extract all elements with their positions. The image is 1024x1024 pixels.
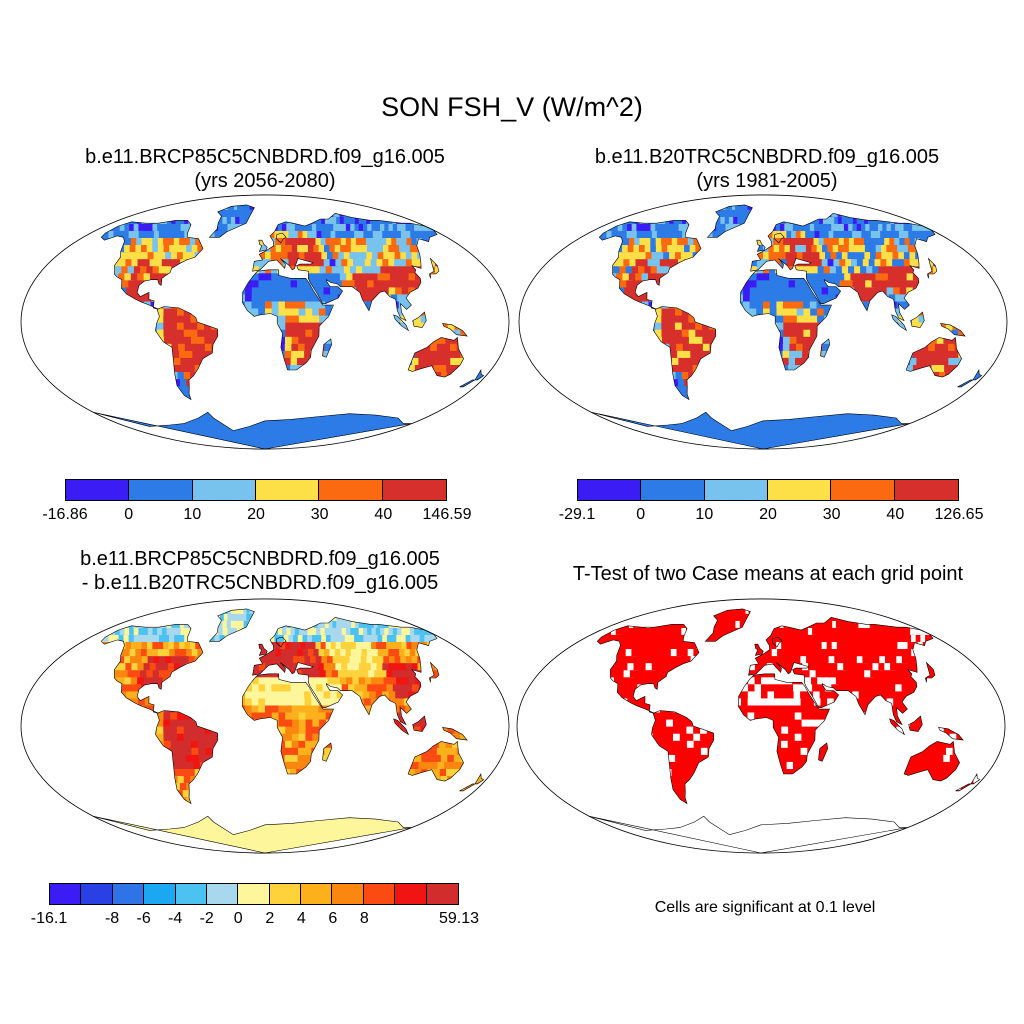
panel3-title-line2: - b.e11.B20TRC5CNBDRD.f09_g16.005 — [81, 572, 439, 594]
coastlines — [93, 204, 485, 450]
colorbar-tick-label: 2 — [265, 910, 275, 927]
colorbar-swatch — [269, 884, 301, 904]
panel2-title-line1: b.e11.B20TRC5CNBDRD.f09_g16.005 — [594, 146, 940, 168]
figure-title: SON FSH_V (W/m^2) — [381, 92, 643, 122]
colorbar-tick-label: 59.13 — [438, 910, 480, 927]
colorbar-tick-label: -8 — [104, 910, 120, 927]
colorbar-tick-label: -16.1 — [30, 910, 68, 927]
colorbar-tick-label: 6 — [328, 910, 338, 927]
map-future — [20, 194, 510, 450]
colorbar-swatch — [81, 884, 113, 904]
colorbar-swatch — [192, 480, 256, 500]
colorbar-tick-label: 4 — [296, 910, 306, 927]
panel1-title: b.e11.BRCP85C5CNBDRD.f09_g16.005 (yrs 20… — [20, 145, 510, 193]
map-border — [20, 598, 510, 854]
panel4-title: T-Test of two Case means at each grid po… — [572, 563, 964, 585]
colorbar-tick-label: -4 — [168, 910, 183, 927]
colorbar-tick-label: 8 — [359, 910, 369, 927]
colorbar-swatch — [894, 480, 958, 500]
map-ttest — [516, 598, 1006, 854]
colorbar-tick-label: 20 — [759, 506, 777, 523]
colorbar-tick-label: 20 — [247, 506, 265, 523]
colorbar-tick-label: 40 — [886, 506, 905, 523]
colorbar-tick-label: 0 — [636, 506, 646, 523]
colorbar-swatch — [112, 884, 145, 904]
map-border — [516, 598, 1006, 854]
colorbar-tick-label: 0 — [124, 506, 134, 523]
colorbar-swatch — [426, 884, 458, 904]
colorbar-future-labels: -16.86 0 10 20 30 40 146.59 — [42, 506, 471, 526]
colorbar-swatch — [578, 480, 642, 500]
colorbar-swatch — [395, 884, 427, 904]
panel1-title-line2: (yrs 2056-2080) — [194, 170, 336, 192]
coastlines — [589, 608, 981, 854]
colorbar-tick-label: -6 — [136, 910, 151, 927]
map-border — [518, 194, 1008, 450]
colorbar-swatch — [301, 884, 333, 904]
colorbar-difference-labels: -16.1 -8 -6 -4 -2 0 2 4 6 8 59.13 — [31, 910, 479, 930]
map-border — [20, 194, 510, 450]
colorbar-tick-label: 126.65 — [934, 506, 984, 523]
colorbar-swatch — [363, 884, 396, 904]
colorbar-swatch — [332, 884, 364, 904]
colorbar-swatch — [255, 480, 320, 500]
colorbar-swatch — [382, 480, 446, 500]
colorbar-tick-label: -16.86 — [42, 506, 88, 523]
colorbar-tick-label: 40 — [374, 506, 393, 523]
panel3-title-line1: b.e11.BRCP85C5CNBDRD.f09_g16.005 — [80, 548, 440, 570]
colorbar-tick-label: 146.59 — [422, 506, 472, 523]
colorbar-tick-label: 30 — [310, 506, 329, 523]
colorbar-swatch — [50, 884, 82, 904]
colorbar-future — [65, 479, 447, 501]
colorbar-difference — [49, 883, 459, 905]
coastlines — [93, 608, 485, 854]
colorbar-swatch — [66, 480, 130, 500]
colorbar-tick-label: 10 — [695, 506, 714, 523]
colorbar-swatch — [767, 480, 832, 500]
panel2-title: b.e11.B20TRC5CNBDRD.f09_g16.005 (yrs 198… — [522, 145, 1012, 193]
panel1-title-line1: b.e11.BRCP85C5CNBDRD.f09_g16.005 — [85, 146, 445, 168]
colorbar-tick-label: -2 — [199, 910, 214, 927]
colorbar-tick-label: 0 — [233, 910, 243, 927]
coastlines — [591, 204, 983, 450]
colorbar-tick-label: -29.1 — [558, 506, 596, 523]
colorbar-swatch — [831, 480, 895, 500]
colorbar-swatch — [319, 480, 383, 500]
significance-note: Cells are significant at 0.1 level — [654, 899, 876, 916]
colorbar-historical — [577, 479, 959, 501]
panel3-title: b.e11.BRCP85C5CNBDRD.f09_g16.005 - b.e11… — [10, 547, 510, 595]
colorbar-historical-labels: -29.1 0 10 20 30 40 126.65 — [559, 506, 984, 526]
map-difference — [20, 598, 510, 854]
map-historical — [518, 194, 1008, 450]
colorbar-tick-label: 30 — [822, 506, 841, 523]
colorbar-swatch — [206, 884, 239, 904]
colorbar-swatch — [704, 480, 768, 500]
colorbar-tick-label: 10 — [183, 506, 202, 523]
panel2-title-line2: (yrs 1981-2005) — [696, 170, 838, 192]
colorbar-swatch — [641, 480, 705, 500]
colorbar-swatch — [144, 884, 176, 904]
colorbar-swatch — [129, 480, 193, 500]
colorbar-swatch — [238, 884, 270, 904]
colorbar-swatch — [175, 884, 207, 904]
